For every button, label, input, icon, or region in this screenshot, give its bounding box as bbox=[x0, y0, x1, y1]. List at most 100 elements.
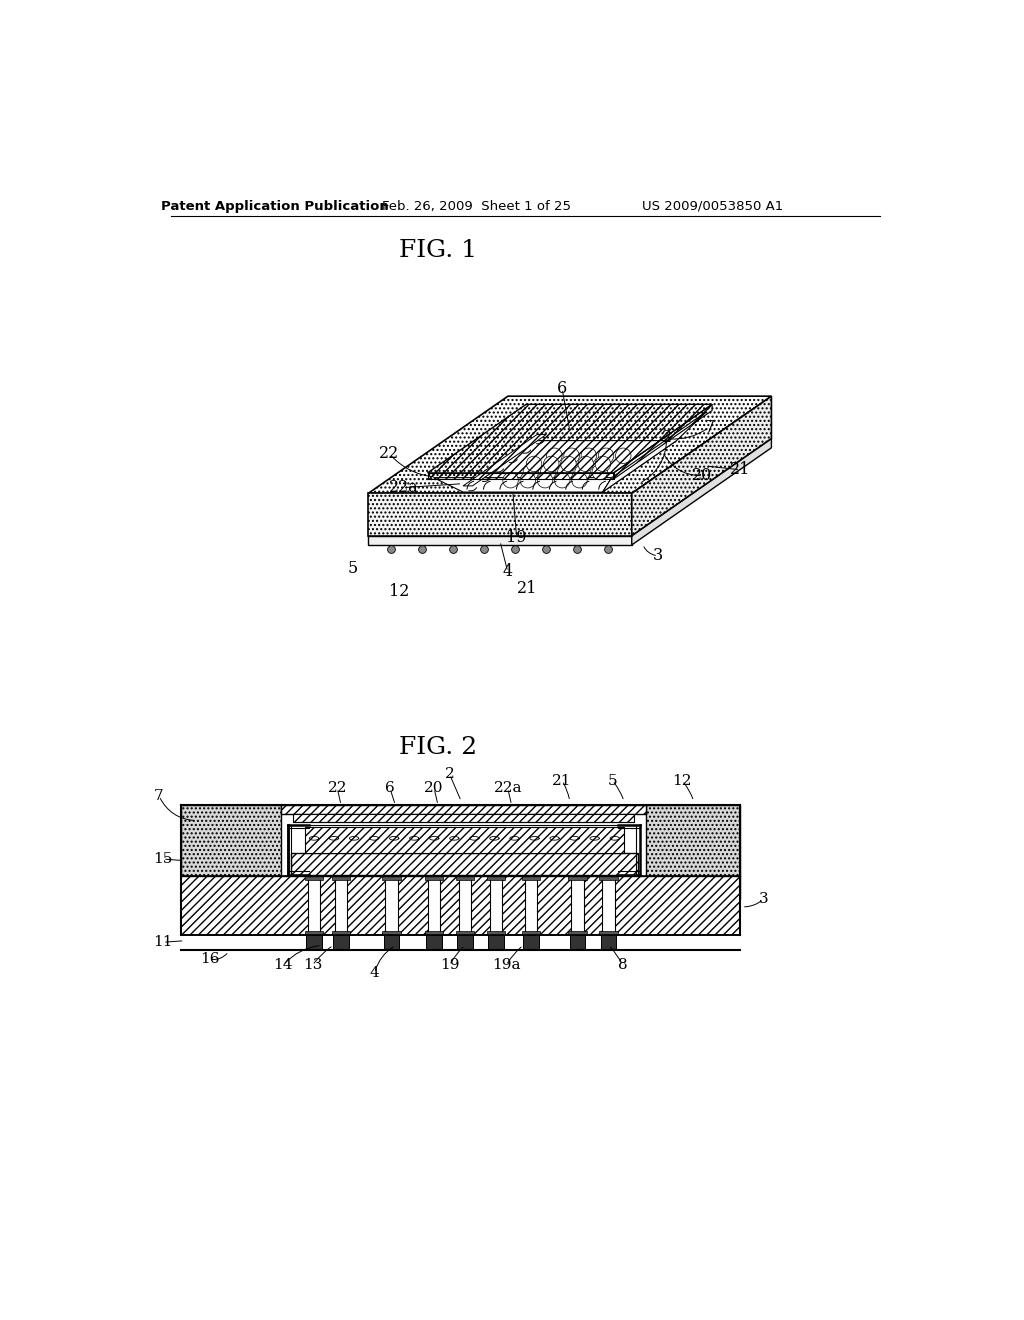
Bar bbox=[382, 876, 400, 880]
Bar bbox=[524, 876, 538, 935]
Circle shape bbox=[526, 457, 542, 471]
Bar bbox=[599, 876, 617, 880]
Text: 20: 20 bbox=[424, 781, 443, 795]
Bar bbox=[384, 935, 399, 950]
Bar bbox=[308, 876, 321, 935]
Bar bbox=[305, 826, 624, 853]
Text: FIG. 2: FIG. 2 bbox=[399, 737, 477, 759]
Bar bbox=[489, 876, 503, 935]
Bar bbox=[568, 931, 587, 935]
Circle shape bbox=[574, 465, 590, 479]
Circle shape bbox=[561, 457, 577, 471]
Text: 12: 12 bbox=[673, 774, 692, 788]
Circle shape bbox=[503, 473, 518, 488]
Circle shape bbox=[558, 465, 573, 479]
Text: 19: 19 bbox=[440, 958, 460, 973]
Circle shape bbox=[520, 473, 536, 488]
Bar bbox=[385, 876, 397, 935]
Text: 6: 6 bbox=[385, 781, 395, 795]
Circle shape bbox=[554, 473, 570, 488]
Bar bbox=[306, 935, 322, 950]
Bar bbox=[426, 935, 442, 950]
Text: 22: 22 bbox=[328, 781, 347, 795]
Polygon shape bbox=[463, 434, 547, 486]
Bar bbox=[425, 876, 443, 880]
Circle shape bbox=[615, 447, 631, 463]
Text: 5: 5 bbox=[607, 774, 617, 788]
Bar bbox=[456, 931, 474, 935]
Text: 14: 14 bbox=[273, 958, 293, 973]
Bar bbox=[180, 876, 740, 935]
Bar bbox=[291, 853, 638, 875]
Circle shape bbox=[564, 447, 580, 463]
Text: 21: 21 bbox=[552, 774, 571, 788]
Circle shape bbox=[604, 545, 612, 553]
Bar bbox=[521, 876, 541, 880]
Text: 11: 11 bbox=[154, 936, 173, 949]
Circle shape bbox=[523, 465, 539, 479]
Polygon shape bbox=[602, 412, 707, 492]
Text: 13: 13 bbox=[303, 958, 323, 973]
Bar bbox=[180, 805, 282, 899]
Bar bbox=[568, 876, 587, 880]
Polygon shape bbox=[632, 438, 771, 545]
Bar bbox=[486, 876, 506, 880]
Polygon shape bbox=[632, 396, 771, 536]
Text: 22a: 22a bbox=[494, 781, 522, 795]
Circle shape bbox=[544, 457, 559, 471]
Text: 2: 2 bbox=[444, 767, 455, 781]
Text: 21: 21 bbox=[517, 579, 538, 597]
Circle shape bbox=[480, 545, 488, 553]
Bar bbox=[293, 814, 634, 822]
Circle shape bbox=[419, 545, 426, 553]
Bar bbox=[305, 931, 324, 935]
Circle shape bbox=[541, 465, 556, 479]
Circle shape bbox=[450, 545, 458, 553]
Circle shape bbox=[547, 447, 562, 463]
Bar bbox=[488, 935, 504, 950]
Text: 3: 3 bbox=[759, 892, 768, 906]
Circle shape bbox=[581, 447, 597, 463]
Circle shape bbox=[388, 545, 395, 553]
Bar bbox=[305, 876, 324, 880]
Polygon shape bbox=[433, 478, 611, 492]
Bar bbox=[599, 931, 617, 935]
Text: 22a: 22a bbox=[389, 479, 419, 496]
Text: 19a: 19a bbox=[492, 958, 520, 973]
Bar bbox=[602, 876, 614, 935]
Text: Feb. 26, 2009  Sheet 1 of 25: Feb. 26, 2009 Sheet 1 of 25 bbox=[382, 199, 571, 213]
Polygon shape bbox=[369, 438, 771, 536]
Circle shape bbox=[538, 473, 553, 488]
Bar bbox=[486, 931, 506, 935]
Text: FIG. 1: FIG. 1 bbox=[399, 239, 477, 263]
Bar bbox=[459, 876, 471, 935]
Circle shape bbox=[598, 447, 613, 463]
Text: 4: 4 bbox=[503, 564, 513, 581]
Polygon shape bbox=[463, 441, 677, 492]
Bar bbox=[332, 876, 350, 880]
Bar bbox=[571, 876, 584, 935]
Bar bbox=[569, 935, 586, 950]
Text: 21: 21 bbox=[730, 461, 751, 478]
Text: 12: 12 bbox=[389, 582, 410, 599]
Text: 2: 2 bbox=[662, 429, 672, 446]
Text: 19: 19 bbox=[507, 529, 527, 546]
Circle shape bbox=[578, 457, 594, 471]
Text: 7: 7 bbox=[155, 789, 164, 803]
Bar bbox=[334, 935, 349, 950]
Text: 6: 6 bbox=[557, 380, 567, 397]
Text: 20: 20 bbox=[691, 467, 712, 484]
Polygon shape bbox=[369, 494, 632, 536]
Circle shape bbox=[571, 473, 587, 488]
Circle shape bbox=[595, 457, 610, 471]
Circle shape bbox=[512, 545, 519, 553]
Bar bbox=[425, 931, 443, 935]
Bar bbox=[332, 931, 350, 935]
Text: 22: 22 bbox=[379, 445, 399, 462]
Bar bbox=[601, 935, 616, 950]
Text: 8: 8 bbox=[617, 958, 628, 973]
Circle shape bbox=[543, 545, 550, 553]
Text: 7: 7 bbox=[705, 418, 715, 436]
Text: 15: 15 bbox=[154, 853, 173, 866]
Text: 4: 4 bbox=[370, 966, 379, 979]
